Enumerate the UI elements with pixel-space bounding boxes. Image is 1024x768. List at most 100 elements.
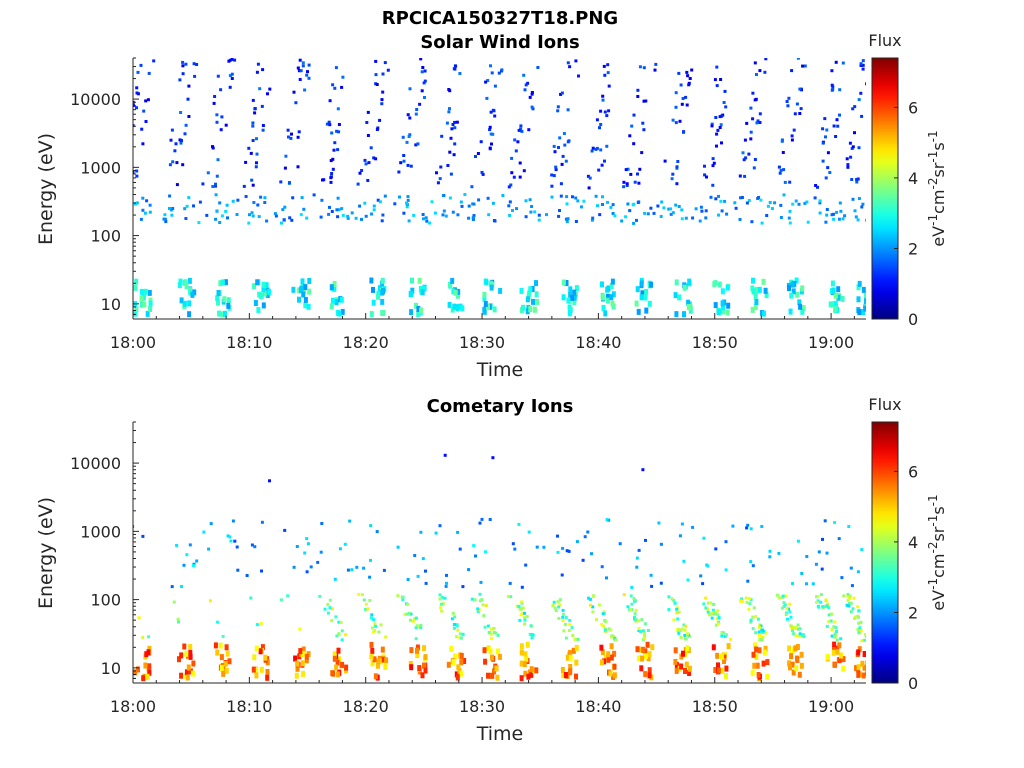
heatmap-cell <box>789 624 793 628</box>
heatmap-cell <box>711 644 716 651</box>
heatmap-cell <box>416 306 421 312</box>
heatmap-cell <box>224 209 228 213</box>
heatmap-cell <box>523 611 526 615</box>
heatmap-cell <box>244 195 248 198</box>
heatmap-cell <box>717 616 721 620</box>
heatmap-cell <box>130 159 133 162</box>
heatmap-cell <box>201 182 205 186</box>
heatmap-cell <box>356 182 360 186</box>
heatmap-cell <box>180 585 183 588</box>
heatmap-cell <box>195 63 199 66</box>
heatmap-cell <box>671 172 675 176</box>
heatmap-cell <box>274 214 278 218</box>
heatmap-cell <box>164 220 168 224</box>
heatmap-cell <box>629 172 633 176</box>
heatmap-cell <box>370 626 374 630</box>
heatmap-cell <box>652 211 656 215</box>
heatmap-cell <box>633 180 637 184</box>
heatmap-cell <box>685 103 689 107</box>
heatmap-cell <box>564 159 568 163</box>
heatmap-cell <box>508 581 512 585</box>
heatmap-cell <box>463 193 467 196</box>
x-tick-label: 18:30 <box>459 697 505 716</box>
heatmap-cell <box>328 123 332 127</box>
heatmap-cell <box>260 569 263 573</box>
heatmap-cell <box>744 596 748 600</box>
heatmap-cell <box>452 153 456 157</box>
heatmap-cell <box>818 199 822 203</box>
heatmap-cell <box>681 650 685 657</box>
heatmap-cell <box>220 279 225 286</box>
y-tick-label: 1000 <box>80 158 121 177</box>
heatmap-cell <box>851 107 855 111</box>
heatmap-cell <box>518 175 522 179</box>
heatmap-cell <box>369 146 373 150</box>
heatmap-cell <box>320 198 324 202</box>
heatmap-cell <box>283 528 287 532</box>
heatmap-cell <box>184 217 188 220</box>
heatmap-cell <box>600 163 604 167</box>
heatmap-cell <box>135 86 139 90</box>
heatmap-cell <box>346 568 350 572</box>
heatmap-cell <box>129 215 132 218</box>
heatmap-cell <box>753 293 758 300</box>
heatmap-cell <box>224 644 229 651</box>
heatmap-cell <box>179 141 183 145</box>
heatmap-cell <box>422 217 425 221</box>
heatmap-cell <box>644 538 647 542</box>
heatmap-cell <box>559 194 563 198</box>
heatmap-cell <box>376 658 381 665</box>
heatmap-cell <box>647 300 652 307</box>
heatmap-cell <box>259 195 263 199</box>
heatmap-cell <box>674 667 679 674</box>
heatmap-cell <box>263 654 268 661</box>
heatmap-cell <box>797 627 800 631</box>
heatmap-cell <box>301 650 306 657</box>
heatmap-cell <box>839 652 843 659</box>
heatmap-cell <box>831 287 836 294</box>
heatmap-cell <box>561 608 565 612</box>
heatmap-cell <box>511 209 514 212</box>
heatmap-cell <box>383 663 388 670</box>
heatmap-cell <box>626 605 630 609</box>
heatmap-cell <box>336 196 340 200</box>
heatmap-cell <box>671 118 675 122</box>
heatmap-cell <box>835 630 838 633</box>
heatmap-cell <box>714 623 718 627</box>
heatmap-cell <box>765 659 770 666</box>
heatmap-cell <box>279 180 283 184</box>
heatmap-cell <box>337 123 341 126</box>
heatmap-cell <box>758 634 762 638</box>
heatmap-cell <box>252 654 257 661</box>
heatmap-cell <box>607 84 611 88</box>
heatmap-cell <box>337 310 342 317</box>
heatmap-cell <box>712 602 716 606</box>
heatmap-cell <box>606 651 611 658</box>
heatmap-cell <box>799 662 804 669</box>
heatmap-cell <box>139 288 144 295</box>
heatmap-cell <box>561 546 565 550</box>
heatmap-cell <box>474 155 477 158</box>
heatmap-cell <box>215 295 220 302</box>
heatmap-cell <box>261 124 265 127</box>
heatmap-cell <box>330 210 334 213</box>
heatmap-cell <box>563 623 567 626</box>
heatmap-cell <box>551 604 555 608</box>
heatmap-cell <box>520 600 524 604</box>
heatmap-cell <box>133 669 138 676</box>
heatmap-cell <box>530 92 534 96</box>
heatmap-cell <box>786 617 789 621</box>
heatmap-cell <box>220 115 224 119</box>
heatmap-cell <box>545 213 548 217</box>
heatmap-cell <box>248 213 251 217</box>
heatmap-cell <box>530 105 534 109</box>
heatmap-cell <box>457 667 462 674</box>
heatmap-cell <box>606 656 611 663</box>
heatmap-cell <box>644 99 648 103</box>
heatmap-cell <box>687 278 692 285</box>
heatmap-cell <box>489 284 494 291</box>
heatmap-cell <box>586 530 590 534</box>
heatmap-cell <box>326 611 330 615</box>
heatmap-cell <box>448 150 452 154</box>
heatmap-cell <box>519 649 524 656</box>
